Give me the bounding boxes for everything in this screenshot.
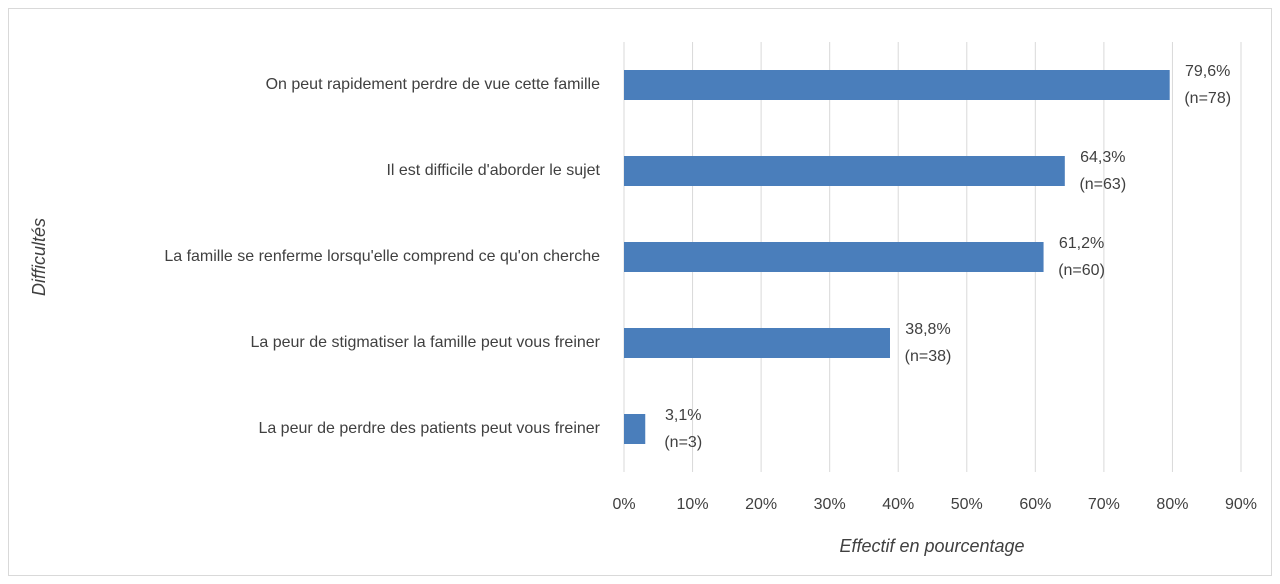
y-axis-title: Difficultés	[29, 218, 49, 296]
x-axis-title: Effectif en pourcentage	[839, 536, 1024, 556]
data-label: (n=3)	[664, 434, 702, 451]
y-tick-label: Il est difficile d'aborder le sujet	[386, 162, 600, 179]
y-tick-label: La famille se renferme lorsqu'elle compr…	[164, 248, 600, 265]
data-label: 61,2%	[1059, 235, 1104, 252]
x-tick-label: 40%	[882, 496, 914, 513]
x-tick-label: 90%	[1225, 496, 1257, 513]
data-label: (n=38)	[905, 348, 952, 365]
data-label: 38,8%	[905, 321, 950, 338]
data-label: 3,1%	[665, 407, 701, 424]
chart-border	[8, 8, 1272, 576]
y-tick-label: La peur de perdre des patients peut vous…	[258, 420, 600, 437]
bar	[624, 156, 1065, 186]
data-label: (n=60)	[1058, 262, 1105, 279]
bar	[624, 328, 890, 358]
data-label: 79,6%	[1185, 63, 1230, 80]
bar	[624, 242, 1044, 272]
y-tick-label: La peur de stigmatiser la famille peut v…	[250, 334, 600, 351]
x-tick-label: 50%	[951, 496, 983, 513]
data-label: 64,3%	[1080, 149, 1125, 166]
data-label: (n=78)	[1184, 90, 1231, 107]
bar	[624, 70, 1170, 100]
data-label: (n=63)	[1079, 176, 1126, 193]
y-tick-label: On peut rapidement perdre de vue cette f…	[266, 76, 601, 93]
x-tick-label: 60%	[1019, 496, 1051, 513]
x-tick-label: 20%	[745, 496, 777, 513]
x-tick-label: 30%	[814, 496, 846, 513]
bar	[624, 414, 646, 444]
x-tick-label: 80%	[1156, 496, 1188, 513]
x-tick-label: 70%	[1088, 496, 1120, 513]
x-tick-label: 0%	[612, 496, 635, 513]
x-tick-label: 10%	[677, 496, 709, 513]
